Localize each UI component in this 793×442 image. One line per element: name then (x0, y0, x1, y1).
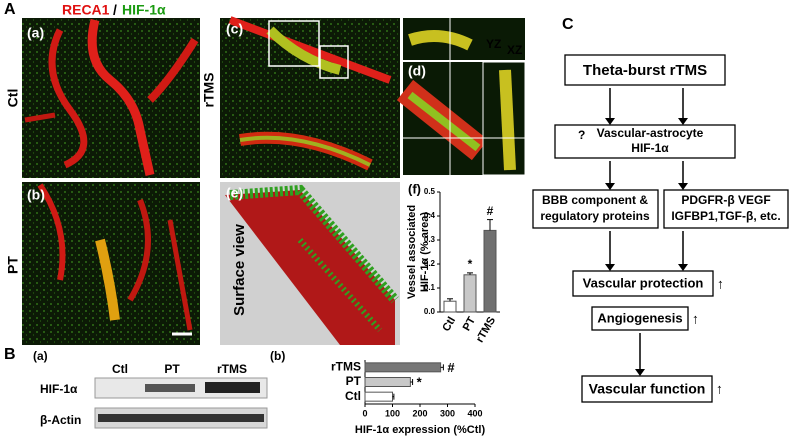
micrograph-ortho (396, 18, 526, 176)
y-tick-label: 0.1 (424, 283, 436, 292)
node-label: PDGFR-β VEGF (681, 193, 770, 207)
panel-letter: A (4, 1, 16, 18)
y-tick-label: 0.4 (424, 211, 436, 220)
y-tick-label: 0.2 (424, 259, 436, 268)
x-tick-label: 300 (440, 408, 455, 418)
bar (364, 362, 442, 373)
lane-label: rTMS (217, 362, 247, 376)
node-label: Vascular function (589, 381, 706, 397)
x-tick-label: 200 (412, 408, 427, 418)
ortho-label: YZ (486, 37, 501, 51)
panel-label: (b) (270, 349, 285, 363)
significance-mark: # (447, 360, 455, 375)
stain-label: / (113, 2, 117, 18)
y-tick-label: Ctl (345, 389, 361, 403)
panel-letter: B (4, 346, 16, 363)
micrograph-a (22, 18, 200, 178)
diagram-shapes (532, 54, 789, 403)
x-tick-label: 0 (362, 408, 367, 418)
node-label: IGFBP1,TGF-β, etc. (671, 209, 780, 223)
x-axis-label: HIF-1α expression (%Ctl) (355, 424, 486, 436)
y-tick-label: 0.3 (424, 235, 436, 244)
panel-label: (f) (408, 181, 421, 196)
up-marker: ↑ (716, 381, 723, 397)
blot-row-label: β-Actin (40, 413, 81, 427)
y-tick-label: rTMS (331, 360, 361, 374)
up-marker: ↑ (692, 311, 699, 327)
x-tick-label: 400 (467, 408, 482, 418)
blot-row-label: HIF-1α (40, 382, 78, 396)
panel-label: (a) (33, 349, 48, 363)
western-blot (94, 377, 268, 429)
panel-label: (d) (408, 63, 426, 79)
node-label: regulatory proteins (540, 209, 650, 223)
node-label: Vascular protection (583, 275, 704, 290)
x-tick-label: PT (461, 315, 479, 333)
y-tick-label: PT (346, 374, 362, 388)
significance-mark: * (417, 374, 423, 389)
bar (463, 274, 477, 313)
node-label: Angiogenesis (597, 310, 682, 325)
panel-label: (c) (226, 21, 243, 37)
bar (364, 391, 393, 402)
y-axis-label: Vessel associated (406, 205, 418, 299)
row-label: rTMS (201, 73, 217, 108)
node-label: Vascular-astrocyte (597, 126, 704, 140)
lane-label: PT (164, 362, 180, 376)
lane-label: Ctl (112, 362, 128, 376)
x-tick-label: rTMS (474, 315, 498, 345)
surface-label: Surface view (231, 224, 248, 316)
node-label: HIF-1α (631, 141, 669, 155)
bar (443, 300, 457, 313)
y-tick-label: 0.0 (424, 307, 436, 316)
node-label: BBB component & (542, 193, 648, 207)
ortho-label: XZ (507, 43, 522, 57)
node-label: ? (578, 128, 585, 142)
bar (364, 377, 411, 387)
significance-mark: * (468, 257, 473, 271)
row-label: PT (5, 256, 21, 274)
bar (483, 229, 497, 313)
micrograph-c (220, 16, 400, 178)
panel-label: (e) (226, 185, 243, 201)
y-tick-label: 0.5 (424, 187, 436, 196)
significance-mark: # (487, 204, 494, 218)
panel-label: (a) (27, 25, 44, 41)
up-marker: ↑ (717, 276, 724, 292)
panel-label: (b) (27, 187, 45, 203)
stain-label: HIF-1α (122, 2, 166, 18)
stain-label: RECA1 (62, 2, 110, 18)
panel-letter: C (562, 16, 574, 33)
x-tick-label: 100 (385, 408, 400, 418)
surface-render (220, 182, 400, 345)
micrograph-b (22, 182, 200, 345)
node-label: Theta-burst rTMS (583, 62, 707, 79)
y-axis-label: HIF-1α (% area) (419, 212, 431, 292)
x-tick-label: Ctl (440, 315, 458, 334)
row-label: Ctl (5, 89, 21, 108)
